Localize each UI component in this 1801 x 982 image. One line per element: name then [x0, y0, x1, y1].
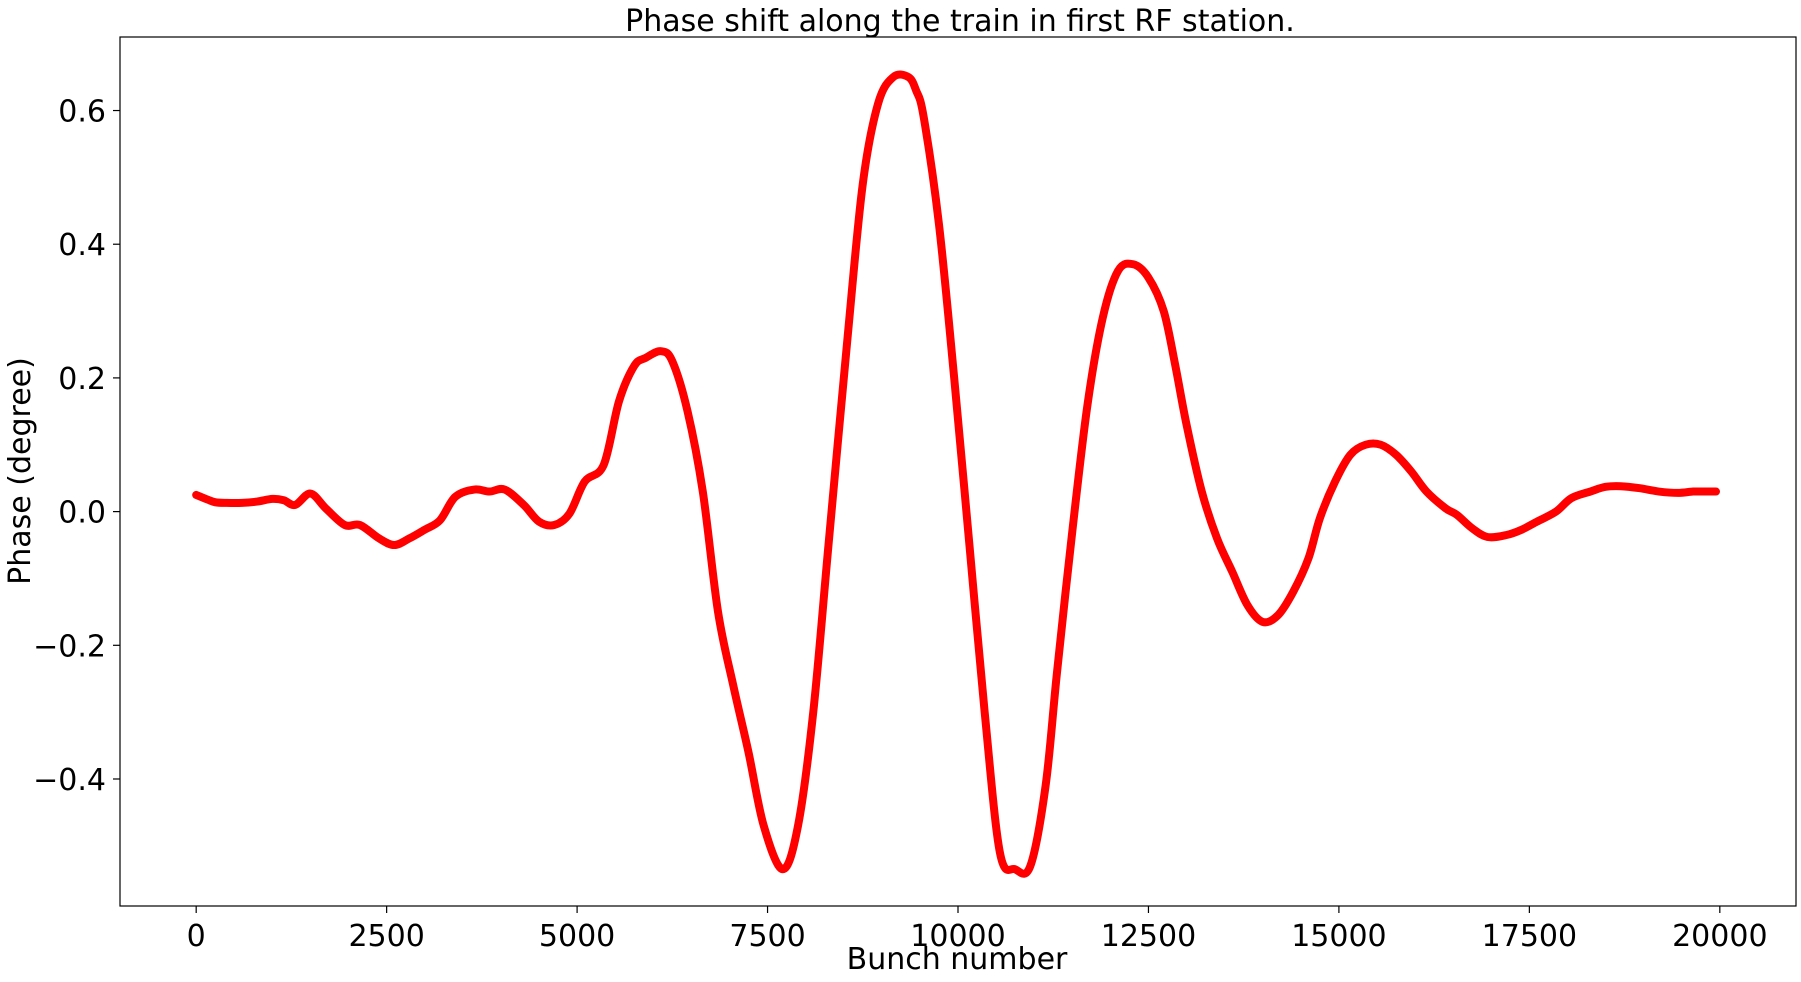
y-tick-label: 0.4	[58, 228, 106, 263]
plot-frame	[119, 36, 1797, 907]
y-tick-label: 0.2	[58, 362, 106, 397]
chart-title: Phase shift along the train in first RF …	[625, 4, 1295, 39]
y-tick-label: 0.6	[58, 95, 106, 130]
x-tick-label: 5000	[539, 919, 615, 954]
x-tick-label: 10000	[910, 919, 1005, 954]
series-line-0	[192, 70, 1721, 878]
y-tick-label: −0.4	[33, 763, 106, 798]
x-tick-label: 2500	[348, 919, 424, 954]
x-tick-label: 20000	[1672, 919, 1767, 954]
x-tick-label: 17500	[1482, 919, 1577, 954]
x-axis: 0 2500 5000 7500 10000 12500 15000 17500 20000	[187, 906, 1768, 954]
y-axis: −0.4 −0.2 0.0 0.2 0.4 0.6	[33, 95, 120, 798]
x-axis-label: Bunch number	[847, 942, 1068, 977]
plot-area	[192, 70, 1721, 878]
y-axis-label: Phase (degree)	[3, 357, 38, 585]
x-tick-label: 7500	[729, 919, 805, 954]
x-tick-label: 15000	[1291, 919, 1386, 954]
y-tick-label: −0.2	[33, 629, 106, 664]
y-tick-label: 0.0	[58, 496, 106, 531]
x-tick-label: 0	[187, 919, 206, 954]
x-tick-label: 12500	[1101, 919, 1196, 954]
